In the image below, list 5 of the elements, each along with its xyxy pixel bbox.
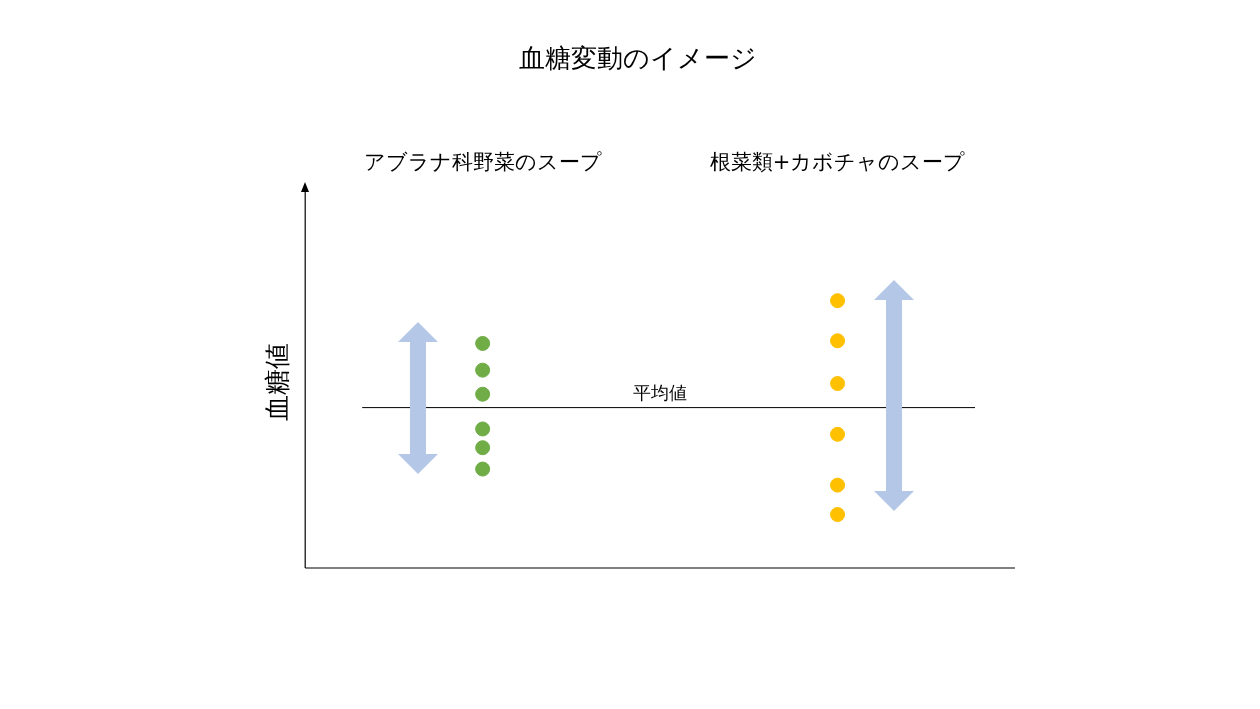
y-axis-title: 血糖値 [262, 343, 293, 422]
x-tick-label: 根菜類+カボチャのスープ [709, 150, 966, 175]
ref-line-label: 平均値 [633, 382, 688, 404]
chart-title: 血糖変動のイメージ [518, 43, 757, 74]
x-tick-label: アブラナ科野菜のスープ [363, 150, 602, 175]
